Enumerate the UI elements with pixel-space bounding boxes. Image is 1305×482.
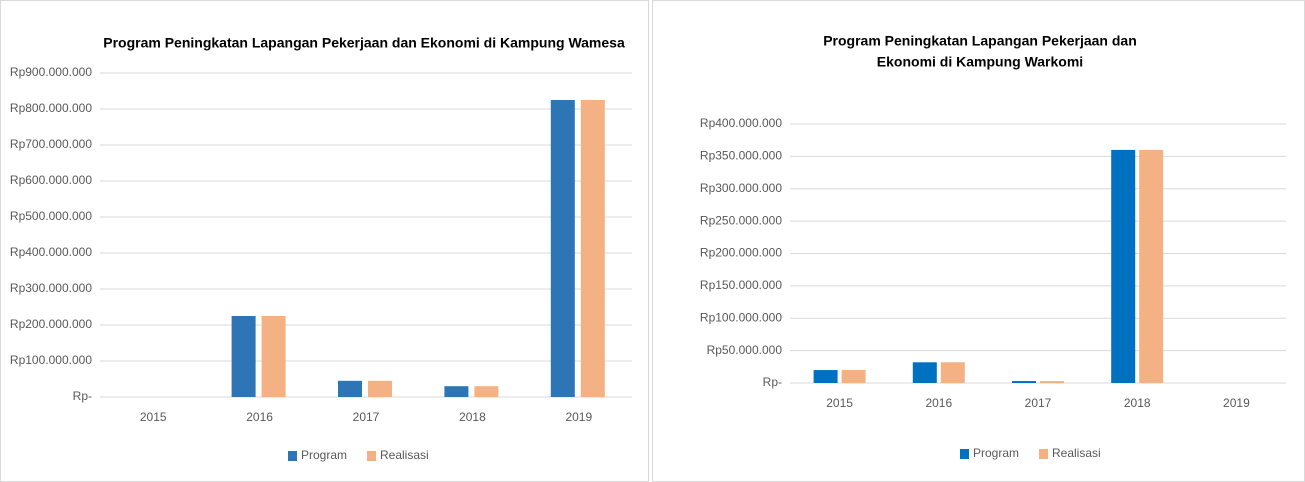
y-tick-label: Rp400.000.000 <box>10 245 92 259</box>
bar <box>444 386 469 397</box>
y-tick-label: Rp600.000.000 <box>10 173 92 187</box>
legend-swatch <box>288 451 297 461</box>
x-tick-label: 2018 <box>1124 396 1151 410</box>
bar <box>231 316 256 397</box>
x-tick-label: 2016 <box>925 396 952 410</box>
legend-swatch <box>1039 449 1048 459</box>
legend-swatch <box>960 449 969 459</box>
y-tick-label: Rp100.000.000 <box>10 353 92 367</box>
chart-title: Program Peningkatan Lapangan Pekerjaan d… <box>823 33 1137 49</box>
panel <box>652 0 1305 482</box>
bar <box>338 380 362 397</box>
chart-title: Ekonomi di Kampung Warkomi <box>877 54 1083 70</box>
bar <box>1012 381 1036 383</box>
y-tick-label: Rp200.000.000 <box>700 246 782 260</box>
y-tick-label: Rp300.000.000 <box>700 181 782 195</box>
x-tick-label: 2017 <box>1025 396 1052 410</box>
y-tick-label: Rp400.000.000 <box>700 116 782 130</box>
bar <box>1111 149 1136 383</box>
bar <box>1139 149 1164 383</box>
legend-label: Program <box>301 448 347 462</box>
panel <box>0 0 649 482</box>
y-tick-label: Rp700.000.000 <box>10 137 92 151</box>
bar <box>474 386 499 397</box>
y-tick-label: Rp900.000.000 <box>10 65 92 79</box>
bar <box>912 362 937 383</box>
x-tick-label: 2018 <box>459 410 486 424</box>
legend-label: Realisasi <box>1052 446 1101 460</box>
bar <box>813 370 838 383</box>
bar <box>368 380 392 397</box>
x-tick-label: 2016 <box>246 410 273 424</box>
bar <box>1040 381 1064 383</box>
bar <box>940 362 965 383</box>
y-tick-label: Rp500.000.000 <box>10 209 92 223</box>
x-tick-label: 2015 <box>140 410 167 424</box>
y-tick-label: Rp250.000.000 <box>700 213 782 227</box>
legend-label: Program <box>973 446 1019 460</box>
y-tick-label: Rp150.000.000 <box>700 278 782 292</box>
y-tick-label: Rp100.000.000 <box>700 310 782 324</box>
bar <box>261 316 286 397</box>
y-tick-label: Rp- <box>763 375 782 389</box>
legend-label: Realisasi <box>380 448 429 462</box>
bar <box>550 100 575 397</box>
y-tick-label: Rp- <box>73 389 92 403</box>
x-tick-label: 2019 <box>1223 396 1250 410</box>
chart-title: Program Peningkatan Lapangan Pekerjaan d… <box>103 35 625 51</box>
y-tick-label: Rp800.000.000 <box>10 101 92 115</box>
x-tick-label: 2015 <box>826 396 853 410</box>
x-tick-label: 2019 <box>565 410 592 424</box>
y-tick-label: Rp350.000.000 <box>700 149 782 163</box>
bar <box>841 370 866 383</box>
bar <box>580 100 605 397</box>
x-tick-label: 2017 <box>353 410 380 424</box>
y-tick-label: Rp300.000.000 <box>10 281 92 295</box>
y-tick-label: Rp50.000.000 <box>707 343 783 357</box>
legend-swatch <box>367 451 376 461</box>
y-tick-label: Rp200.000.000 <box>10 317 92 331</box>
